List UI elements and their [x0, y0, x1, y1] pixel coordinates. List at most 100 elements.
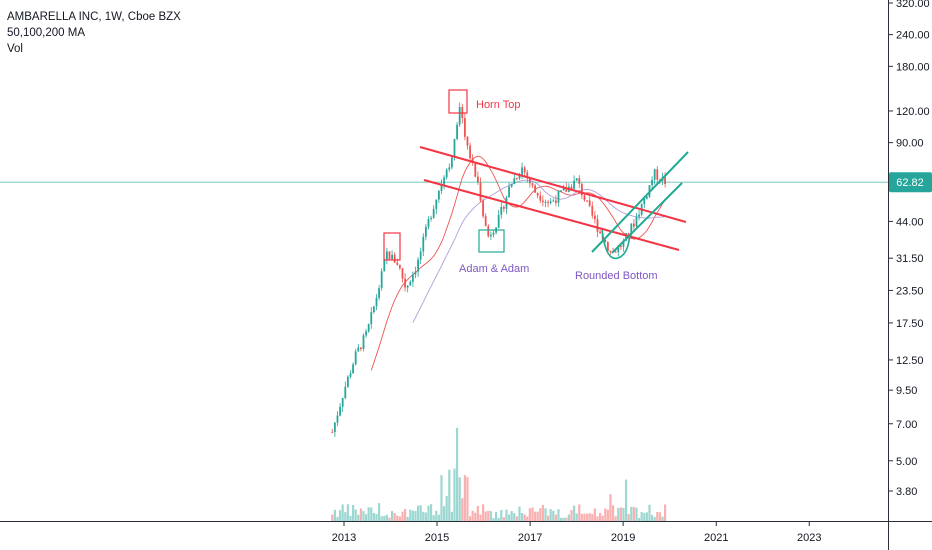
- candle-body[interactable]: [409, 281, 412, 286]
- candle-body[interactable]: [362, 335, 365, 349]
- candle-body[interactable]: [622, 240, 625, 247]
- volume-indicator-label[interactable]: Vol: [7, 43, 23, 55]
- candle-body[interactable]: [526, 172, 529, 178]
- candle-body[interactable]: [357, 347, 360, 352]
- candle-body[interactable]: [599, 231, 601, 234]
- candle-body[interactable]: [565, 188, 568, 192]
- candle-body[interactable]: [331, 431, 334, 433]
- candle-body[interactable]: [411, 274, 414, 282]
- rounded-bottom-arc[interactable]: [601, 229, 631, 260]
- adam-adam-box[interactable]: [478, 229, 505, 253]
- candle-body[interactable]: [349, 373, 352, 377]
- candle-body[interactable]: [458, 106, 461, 125]
- candle-body[interactable]: [643, 198, 646, 204]
- candle-body[interactable]: [645, 196, 648, 199]
- candle-body[interactable]: [591, 205, 594, 216]
- candle-body[interactable]: [541, 200, 544, 203]
- candle-body[interactable]: [401, 268, 404, 279]
- candle-body[interactable]: [560, 190, 562, 192]
- candle-body[interactable]: [427, 218, 430, 228]
- candle-body[interactable]: [424, 227, 427, 237]
- candle-body[interactable]: [614, 251, 617, 253]
- candle-body[interactable]: [588, 200, 591, 206]
- candle-body[interactable]: [664, 177, 666, 184]
- candle-body[interactable]: [557, 191, 560, 203]
- candle-body[interactable]: [521, 167, 523, 176]
- candle-body[interactable]: [344, 386, 347, 399]
- candle-body[interactable]: [378, 288, 380, 298]
- candle-body[interactable]: [333, 422, 336, 433]
- candle-body[interactable]: [580, 183, 583, 196]
- candle-body[interactable]: [570, 186, 573, 189]
- candle-body[interactable]: [583, 195, 586, 201]
- candle-body[interactable]: [388, 251, 391, 260]
- candle-body[interactable]: [619, 245, 622, 247]
- ma-indicator-label[interactable]: 50,100,200 MA: [7, 27, 86, 39]
- candle-body[interactable]: [445, 169, 448, 178]
- horn-top-box[interactable]: [448, 89, 468, 114]
- candle-body[interactable]: [448, 167, 451, 170]
- candle-body[interactable]: [547, 201, 549, 203]
- symbol-title[interactable]: AMBARELLA INC, 1W, Cboe BZX: [7, 11, 181, 23]
- candle-body[interactable]: [487, 225, 490, 237]
- candle-body[interactable]: [539, 195, 542, 201]
- candle-body[interactable]: [398, 264, 401, 269]
- candle-body[interactable]: [534, 185, 536, 193]
- candle-body[interactable]: [474, 162, 477, 177]
- candle-body[interactable]: [476, 176, 479, 183]
- candle-body[interactable]: [575, 178, 578, 181]
- candle-body[interactable]: [456, 124, 458, 140]
- candle-body[interactable]: [380, 271, 383, 289]
- candle-body[interactable]: [450, 157, 453, 168]
- candle-body[interactable]: [489, 234, 492, 237]
- candle-body[interactable]: [586, 200, 588, 202]
- candlesticks[interactable]: [331, 102, 666, 437]
- candle-body[interactable]: [359, 347, 362, 349]
- candle-body[interactable]: [484, 216, 487, 226]
- candle-body[interactable]: [638, 214, 640, 217]
- earlier-top-box[interactable]: [383, 232, 401, 261]
- candle-body[interactable]: [396, 262, 399, 265]
- candle-body[interactable]: [422, 236, 425, 252]
- candle-body[interactable]: [469, 145, 471, 159]
- candle-body[interactable]: [414, 271, 417, 275]
- candle-body[interactable]: [430, 217, 432, 219]
- candle-body[interactable]: [617, 245, 620, 253]
- candle-body[interactable]: [604, 239, 607, 243]
- candle-body[interactable]: [656, 169, 659, 180]
- candle-body[interactable]: [463, 118, 466, 137]
- drawings[interactable]: Horn Top Adam & Adam Rounded Bottom: [0, 89, 888, 282]
- candle-body[interactable]: [375, 297, 378, 307]
- candle-body[interactable]: [630, 223, 633, 236]
- candle-body[interactable]: [562, 188, 565, 191]
- candle-body[interactable]: [513, 178, 516, 184]
- candle-body[interactable]: [354, 351, 357, 365]
- channel-upper-trendline[interactable]: [419, 146, 687, 223]
- candle-body[interactable]: [510, 183, 513, 187]
- candle-body[interactable]: [625, 233, 627, 241]
- candle-body[interactable]: [500, 206, 503, 215]
- candle-body[interactable]: [578, 178, 581, 184]
- candle-body[interactable]: [593, 215, 596, 220]
- channel-lower-trendline[interactable]: [423, 179, 680, 251]
- candle-body[interactable]: [352, 364, 354, 374]
- candle-body[interactable]: [435, 199, 438, 209]
- candle-body[interactable]: [419, 251, 422, 260]
- candle-body[interactable]: [518, 175, 521, 179]
- candle-body[interactable]: [443, 177, 445, 185]
- rising-channel-upper-line[interactable]: [591, 151, 689, 253]
- candle-body[interactable]: [341, 398, 344, 407]
- candle-body[interactable]: [554, 200, 557, 203]
- candle-body[interactable]: [515, 178, 518, 180]
- candle-body[interactable]: [383, 259, 386, 272]
- candle-body[interactable]: [471, 158, 474, 163]
- candle-body[interactable]: [479, 182, 482, 201]
- candle-body[interactable]: [393, 254, 396, 263]
- candle-body[interactable]: [552, 200, 555, 202]
- candle-body[interactable]: [492, 232, 495, 235]
- candle-body[interactable]: [596, 219, 599, 232]
- candle-body[interactable]: [606, 242, 609, 251]
- candle-body[interactable]: [385, 251, 388, 260]
- candle-body[interactable]: [531, 183, 534, 186]
